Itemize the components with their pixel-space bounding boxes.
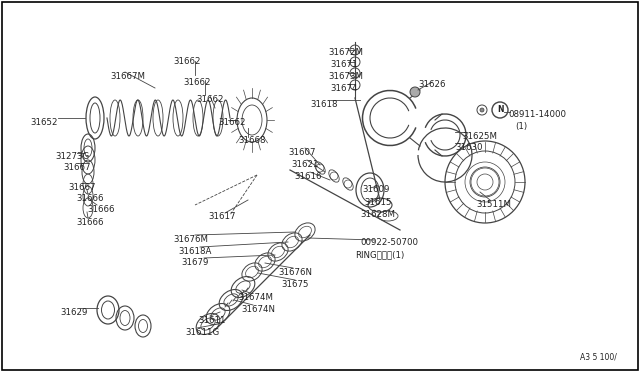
Text: 31672M: 31672M: [328, 48, 363, 57]
Text: 31625M: 31625M: [462, 132, 497, 141]
Text: 31611: 31611: [198, 316, 225, 325]
Text: 31676M: 31676M: [173, 235, 208, 244]
Text: A3 5 100/: A3 5 100/: [580, 353, 617, 362]
Circle shape: [480, 108, 484, 112]
Text: 31674M: 31674M: [238, 293, 273, 302]
Circle shape: [410, 87, 420, 97]
Text: 31671: 31671: [330, 60, 358, 69]
Text: 31666: 31666: [76, 218, 104, 227]
Text: 31666: 31666: [76, 194, 104, 203]
Text: 31667: 31667: [68, 183, 95, 192]
Text: 31629: 31629: [60, 308, 88, 317]
Text: 31662: 31662: [218, 118, 246, 127]
Text: 31673M: 31673M: [328, 72, 363, 81]
Text: 31674: 31674: [330, 84, 358, 93]
Text: N: N: [497, 106, 503, 115]
Text: 31674N: 31674N: [241, 305, 275, 314]
Text: 31273G: 31273G: [55, 152, 89, 161]
Text: 31626: 31626: [418, 80, 445, 89]
Text: 31652: 31652: [30, 118, 58, 127]
Text: 31662: 31662: [196, 95, 223, 104]
Text: 31666: 31666: [87, 205, 115, 214]
Text: 31511M: 31511M: [476, 200, 511, 209]
Text: 31676N: 31676N: [278, 268, 312, 277]
Text: 31630: 31630: [455, 143, 483, 152]
Text: 31615: 31615: [364, 198, 392, 207]
Text: 31628M: 31628M: [360, 210, 395, 219]
Text: 31667: 31667: [63, 163, 90, 172]
Text: 31662: 31662: [183, 78, 211, 87]
Text: 31679: 31679: [181, 258, 209, 267]
Text: 31668: 31668: [238, 136, 266, 145]
Text: (1): (1): [515, 122, 527, 131]
Text: 00922-50700: 00922-50700: [360, 238, 418, 247]
Text: RINGリング(1): RINGリング(1): [355, 250, 404, 259]
Text: 31607: 31607: [288, 148, 316, 157]
Text: 31618A: 31618A: [178, 247, 211, 256]
Text: 08911-14000: 08911-14000: [508, 110, 566, 119]
Text: 31667M: 31667M: [110, 72, 145, 81]
Text: 31617: 31617: [208, 212, 236, 221]
Text: 31611G: 31611G: [185, 328, 220, 337]
Text: 31675: 31675: [281, 280, 308, 289]
Text: 31616: 31616: [294, 172, 321, 181]
Text: 31618: 31618: [310, 100, 337, 109]
Text: 31662: 31662: [173, 57, 200, 66]
Text: 31621: 31621: [291, 160, 319, 169]
Text: 31609: 31609: [362, 185, 389, 194]
